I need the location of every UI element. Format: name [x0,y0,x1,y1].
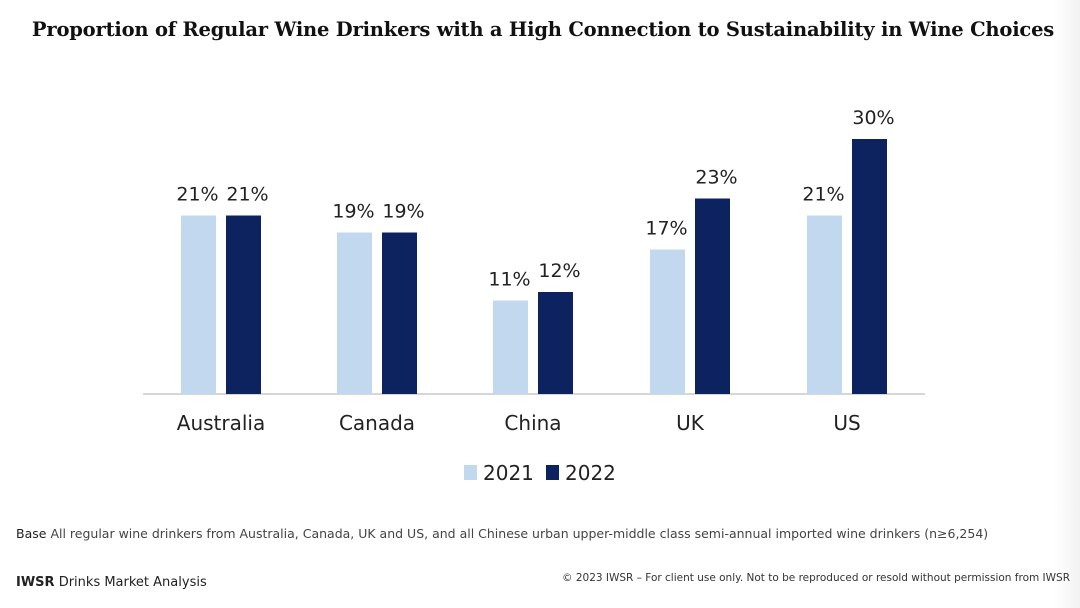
category-label-canada: Canada [339,411,415,435]
bar-uk-2022 [695,198,730,394]
value-label-uk-2021: 17% [645,218,687,240]
page-edge-shadow [1054,0,1080,608]
value-label-australia-2021: 21% [176,184,218,206]
legend-swatch-2021 [464,465,477,480]
legend-label-2022: 2022 [565,461,616,485]
legend-swatch-2022 [546,465,559,480]
legend: 2021 2022 [464,461,616,485]
bar-us-2022 [852,139,887,394]
brand-footer: IWSR Drinks Market Analysis [16,575,207,590]
bar-china-2022 [538,292,573,394]
bar-australia-2022 [226,215,261,394]
category-label-uk: UK [676,411,705,435]
value-label-us-2022: 30% [852,107,894,129]
category-label-us: US [833,411,860,435]
chart-title: Proportion of Regular Wine Drinkers with… [31,18,1055,41]
base-note-label: Base [16,526,47,541]
category-label-group: Australia Canada China UK US [177,411,861,435]
category-label-australia: Australia [177,411,265,435]
brand-suffix: Drinks Market Analysis [58,575,207,590]
bar-group [181,139,887,394]
bar-canada-2022 [382,232,417,394]
bar-china-2021 [493,300,528,394]
legend-label-2021: 2021 [483,461,534,485]
brand-logo-text: IWSR [16,575,55,590]
value-label-group: 21% 21% 19% 19% 11% 12% 17% 23% 21% 30% [176,107,894,291]
bar-us-2021 [807,215,842,394]
value-label-china-2021: 11% [488,269,530,291]
bar-canada-2021 [337,232,372,394]
bar-uk-2021 [650,249,685,394]
base-note: Base All regular wine drinkers from Aust… [16,526,988,541]
bar-chart: 21% 21% 19% 19% 11% 12% 17% 23% 21% 30% Australia… [143,107,925,485]
copyright-notice: © 2023 IWSR – For client use only. Not t… [562,572,1070,584]
value-label-us-2021: 21% [802,184,844,206]
value-label-canada-2022: 19% [382,201,424,223]
value-label-uk-2022: 23% [695,167,737,189]
base-note-text: All regular wine drinkers from Australia… [50,526,989,541]
bar-australia-2021 [181,215,216,394]
category-label-china: China [504,411,561,435]
value-label-australia-2022: 21% [226,184,268,206]
value-label-canada-2021: 19% [332,201,374,223]
value-label-china-2022: 12% [538,260,580,282]
